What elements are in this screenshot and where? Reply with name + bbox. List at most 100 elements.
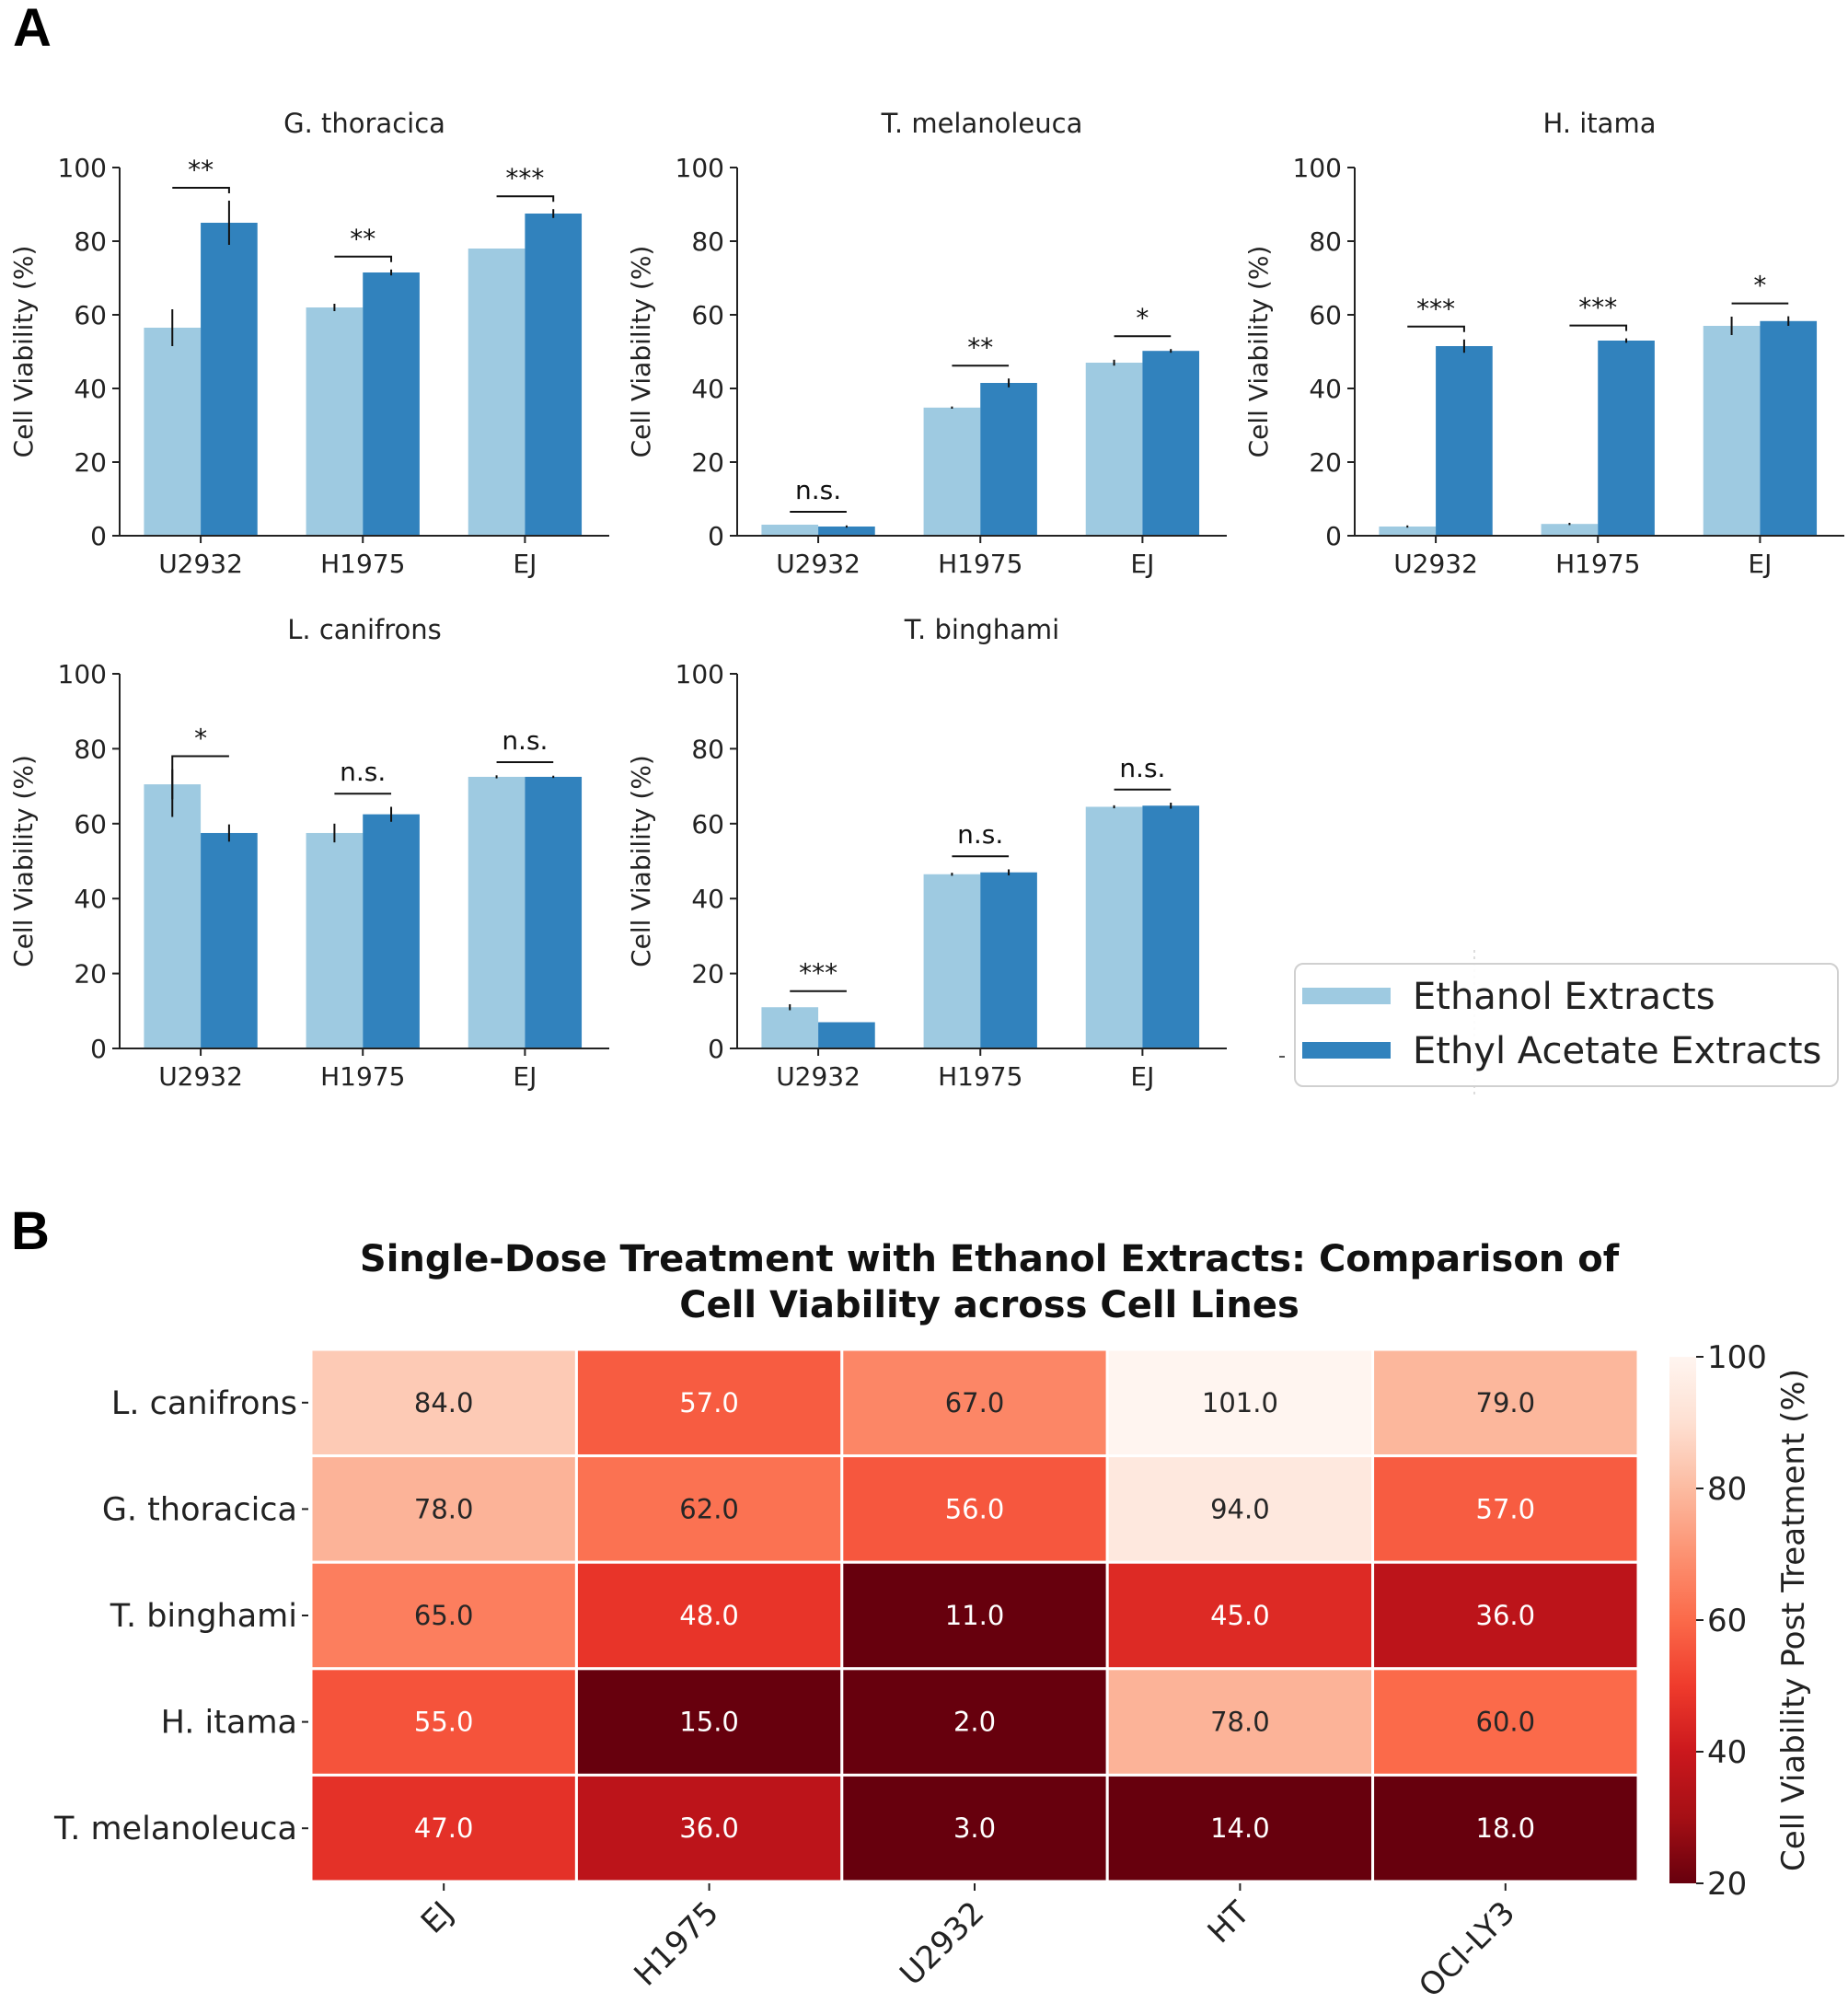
significance-label-u2932: * <box>194 724 207 754</box>
heatmap-row-label-t-melanoleuca: T. melanoleuca <box>53 1811 297 1847</box>
bar-ethanol-extracts-ej <box>1085 363 1143 536</box>
legend-swatch-ethyl-acetate <box>1302 1042 1391 1059</box>
y-tick-label-40: 40 <box>691 374 724 404</box>
heatmap-group: 84.0 57.0 67.0 101.0 79.0 78.0 62.0 56.0 94.0 57.… <box>53 1348 1640 2003</box>
x-tick-label-u2932: U2932 <box>158 549 243 579</box>
panel-label-a: A <box>13 0 52 58</box>
colorbar-scale <box>1669 1357 1696 1883</box>
heatmap-cell-g-thoracica-oci-ly3 <box>1371 1454 1640 1564</box>
colorbar-tick-label-60: 60 <box>1707 1603 1747 1639</box>
significance-label-ej: *** <box>505 163 544 193</box>
chart-title: T. binghami <box>904 614 1059 645</box>
significance-label-h1975: ** <box>350 224 375 254</box>
y-tick-label-80: 80 <box>691 226 724 257</box>
chart-title: H. itama <box>1543 108 1657 139</box>
bar-charts-group: G. thoracica Cell Viability (%) 0 20 40 60 80 1… <box>8 108 1844 1092</box>
colorbar-tick-label-100: 100 <box>1707 1339 1767 1376</box>
colorbar-tick-label-20: 20 <box>1707 1866 1747 1903</box>
legend: Ethanol Extracts Ethyl Acetate Extracts <box>1279 950 1839 1095</box>
y-tick-label-0: 0 <box>708 521 724 551</box>
heatmap-cell-l-canifrons-oci-ly3 <box>1371 1348 1640 1458</box>
heatmap-cell-g-thoracica-ej <box>309 1454 578 1564</box>
y-tick-label-0: 0 <box>708 1034 724 1064</box>
heatmap-value-t-binghami-u2932: 11.0 <box>945 1600 1005 1631</box>
chart-title: T. melanoleuca <box>881 108 1083 139</box>
y-tick-label-0: 0 <box>90 521 107 551</box>
heatmap-col-label-ht: HT <box>1201 1894 1257 1951</box>
bar-ethyl-acetate-extracts-h1975 <box>980 383 1037 536</box>
y-tick-label-0: 0 <box>90 1034 107 1064</box>
significance-bracket-u2932 <box>172 187 230 193</box>
heatmap-value-g-thoracica-h1975: 62.0 <box>679 1493 739 1524</box>
bar-chart-l-canifrons: L. canifrons Cell Viability (%) 0 20 40 60 80 1… <box>8 614 609 1092</box>
y-tick-label-20: 20 <box>1309 447 1342 478</box>
bar-ethyl-acetate-extracts-h1975 <box>363 272 420 536</box>
bar-ethanol-extracts-u2932 <box>761 525 819 536</box>
legend-label-ethyl-acetate: Ethyl Acetate Extracts <box>1413 1030 1821 1072</box>
heatmap-col-label-ej: EJ <box>414 1894 461 1941</box>
bar-ethyl-acetate-extracts-h1975 <box>1598 341 1655 536</box>
significance-label-u2932: *** <box>799 958 837 989</box>
bar-chart-t-melanoleuca: T. melanoleuca Cell Viability (%) 0 20 40 60 8… <box>626 108 1227 579</box>
y-tick-label-40: 40 <box>74 374 107 404</box>
significance-bracket-h1975 <box>1569 324 1628 331</box>
chart-title: L. canifrons <box>287 614 441 645</box>
y-axis-label: Cell Viability (%) <box>8 246 39 458</box>
bar-ethyl-acetate-extracts-u2932 <box>201 832 258 1048</box>
legend-label-ethanol: Ethanol Extracts <box>1413 976 1715 1018</box>
heatmap-col-label-u2932: U2932 <box>893 1894 991 1993</box>
bar-ethyl-acetate-extracts-u2932 <box>818 1022 875 1048</box>
heatmap-value-h-itama-oci-ly3: 60.0 <box>1476 1707 1536 1738</box>
y-tick-label-20: 20 <box>691 447 724 478</box>
x-tick-label-ej: EJ <box>1130 1061 1154 1092</box>
y-tick-label-20: 20 <box>691 959 724 990</box>
heatmap-cell-t-melanoleuca-oci-ly3 <box>1371 1773 1640 1883</box>
y-tick-label-40: 40 <box>691 884 724 914</box>
bar-ethanol-extracts-ej <box>468 249 526 536</box>
panel-label-b: B <box>11 1201 50 1261</box>
bar-ethanol-extracts-h1975 <box>1541 524 1599 536</box>
heatmap-cell-l-canifrons-h1975 <box>574 1348 844 1458</box>
heatmap-value-t-melanoleuca-u2932: 3.0 <box>953 1812 996 1844</box>
heatmap-cell-g-thoracica-u2932 <box>840 1454 1109 1564</box>
bar-ethanol-extracts-ej <box>1085 806 1143 1048</box>
heatmap-col-label-h1975: H1975 <box>627 1894 726 1994</box>
legend-swatch-ethanol <box>1302 988 1391 1004</box>
y-axis-label: Cell Viability (%) <box>8 755 39 967</box>
bar-ethanol-extracts-ej <box>468 776 526 1048</box>
significance-label-h1975: ** <box>967 332 993 363</box>
heatmap-cell-g-thoracica-ht <box>1105 1454 1375 1564</box>
significance-label-h1975: *** <box>1578 293 1617 323</box>
y-axis-label: Cell Viability (%) <box>626 246 656 458</box>
y-tick-label-60: 60 <box>691 809 724 839</box>
heatmap-row-label-t-binghami: T. binghami <box>110 1598 297 1635</box>
colorbar-label: Cell Viability Post Treatment (%) <box>1775 1369 1812 1871</box>
significance-bracket-u2932 <box>1407 325 1465 332</box>
heatmap-col-label-oci-ly3: OCI-LY3 <box>1412 1894 1522 2003</box>
bar-ethanol-extracts-ej <box>1703 326 1761 536</box>
y-tick-label-60: 60 <box>1309 300 1342 330</box>
legend-frame <box>1294 963 1839 1087</box>
y-tick-label-80: 80 <box>1309 226 1342 257</box>
heatmap-row-label-h-itama: H. itama <box>161 1705 297 1742</box>
heatmap-value-t-binghami-h1975: 48.0 <box>679 1600 739 1631</box>
heatmap-value-t-binghami-ej: 65.0 <box>414 1600 474 1631</box>
x-tick-label-ej: EJ <box>513 549 537 579</box>
bar-ethyl-acetate-extracts-u2932 <box>818 527 875 536</box>
heatmap-value-h-itama-h1975: 15.0 <box>679 1707 739 1738</box>
heatmap-value-h-itama-ej: 55.0 <box>414 1707 474 1738</box>
significance-label-h1975: n.s. <box>340 757 386 787</box>
bar-ethanol-extracts-u2932 <box>1379 527 1437 536</box>
x-tick-label-ej: EJ <box>1130 549 1154 579</box>
y-tick-label-40: 40 <box>74 884 107 914</box>
heatmap-cell-t-binghami-oci-ly3 <box>1371 1560 1640 1671</box>
y-tick-label-60: 60 <box>691 300 724 330</box>
y-tick-label-20: 20 <box>74 447 107 478</box>
y-axis-label: Cell Viability (%) <box>1243 246 1274 458</box>
x-tick-label-u2932: U2932 <box>776 1061 860 1092</box>
significance-label-ej: * <box>1136 303 1149 333</box>
heatmap-row-label-l-canifrons: L. canifrons <box>111 1385 297 1422</box>
y-tick-label-100: 100 <box>676 153 724 183</box>
bar-chart-t-binghami: T. binghami Cell Viability (%) 0 20 40 60 80 10… <box>626 614 1227 1092</box>
